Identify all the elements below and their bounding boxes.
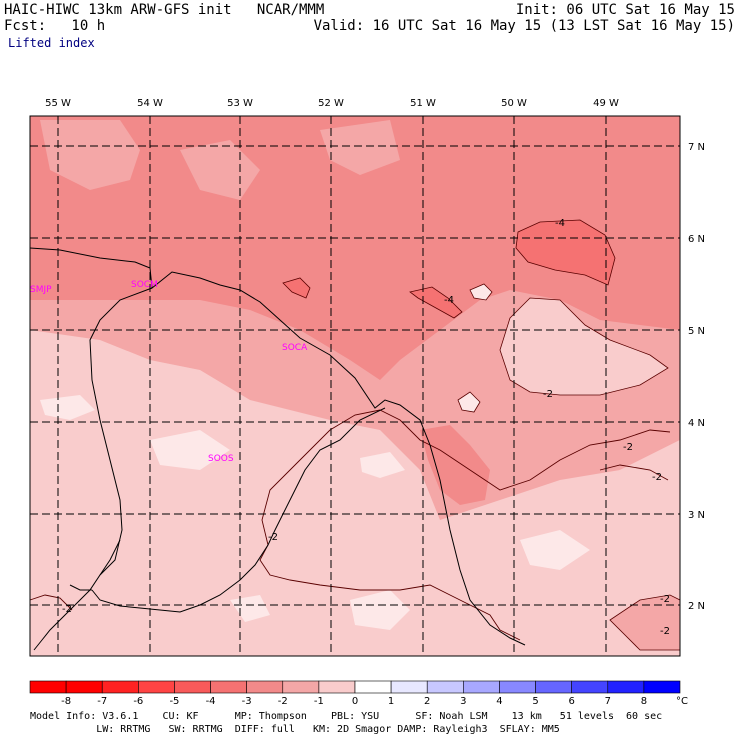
colorbar-tick-label: 6	[568, 696, 574, 707]
colorbar-box	[426, 680, 464, 694]
lat-label: 4 N	[688, 418, 705, 429]
lon-label: 54 W	[137, 98, 163, 109]
colorbar-tick-label: 0	[352, 696, 358, 707]
station-label: SOOS	[208, 454, 234, 464]
lon-label: 51 W	[410, 98, 436, 109]
colorbar-box	[138, 680, 175, 694]
contour-label: -4	[555, 218, 565, 229]
lon-label: 52 W	[318, 98, 344, 109]
lat-lon-grid	[30, 116, 680, 656]
colorbar-box	[282, 680, 320, 694]
colorbar-tick-label: -1	[314, 696, 324, 707]
colorbar: -8 -7 -6 -5 -4 -3 -2 -1 0 1 2 3 4 5 6 7 8	[29, 680, 681, 707]
colorbar-tick-label: 2	[424, 696, 430, 707]
map-frame	[29, 115, 681, 657]
model-title: HAIC-HIWC 13km ARW-GFS init NCAR/MMM	[4, 2, 325, 18]
colorbar-box	[318, 680, 356, 694]
lat-label: 7 N	[688, 142, 705, 153]
longitude-labels: 55 W 54 W 53 W 52 W 51 W 50 W 49 W	[45, 98, 619, 109]
colorbar-box	[499, 680, 536, 694]
colorbar-tick-label: -8	[61, 696, 71, 707]
contour-label: -2	[62, 604, 72, 615]
contour-labels: -4 -4 -2 -2 -2 -2 -2 -2 -2	[62, 218, 670, 637]
colorbar-tick-label: 8	[641, 696, 647, 707]
colorbar-box	[390, 680, 428, 694]
colorbar-tick-label: -7	[97, 696, 107, 707]
lat-label: 3 N	[688, 510, 705, 521]
lat-label: 5 N	[688, 326, 705, 337]
contour-label: -2	[623, 442, 633, 453]
model-info-line1: Model Info: V3.6.1 CU: KF MP: Thompson P…	[30, 711, 663, 722]
lon-label: 49 W	[593, 98, 619, 109]
contour-label: -2	[543, 389, 553, 400]
lat-label: 2 N	[688, 601, 705, 612]
colorbar-tick-label: 1	[388, 696, 394, 707]
colorbar-box	[210, 680, 247, 694]
model-info-line2: LW: RRTMG SW: RRTMG DIFF: full KM: 2D Sm…	[30, 724, 560, 735]
colorbar-tick-label: 5	[532, 696, 538, 707]
colorbar-tick-label: -6	[133, 696, 143, 707]
lon-label: 50 W	[501, 98, 527, 109]
valid-time: Valid: 16 UTC Sat 16 May 15 (13 LST Sat …	[313, 18, 735, 34]
colorbar-box	[65, 680, 103, 694]
colorbar-box	[101, 680, 139, 694]
station-label: SOCA	[282, 343, 308, 353]
colorbar-box	[607, 680, 645, 694]
colorbar-tick-label: -4	[206, 696, 216, 707]
init-time: Init: 06 UTC Sat 16 May 15	[515, 2, 735, 18]
colorbar-tick-label: 4	[496, 696, 502, 707]
colorbar-tick-label: -3	[242, 696, 252, 707]
lon-label: 53 W	[227, 98, 253, 109]
station-label: SOCM	[131, 280, 158, 290]
contour-label: -4	[444, 295, 454, 306]
lifted-index-fill	[30, 116, 681, 656]
colorbar-box	[643, 680, 681, 694]
colorbar-tick-label: 7	[605, 696, 611, 707]
field-name: Lifted index	[8, 36, 95, 50]
colorbar-box	[246, 680, 284, 694]
colorbar-tick-label: 3	[460, 696, 466, 707]
contour-lines	[29, 409, 671, 641]
colorbar-box	[174, 680, 211, 694]
contour-label: -2	[660, 626, 670, 637]
contour-label: -2	[652, 472, 662, 483]
lat-label: 6 N	[688, 234, 705, 245]
latitude-labels: 7 N 6 N 5 N 4 N 3 N 2 N	[688, 142, 705, 612]
lon-label: 55 W	[45, 98, 71, 109]
colorbar-unit: °C	[676, 696, 688, 707]
colorbar-box	[571, 680, 609, 694]
station-labels: SMJP SOCM SOCA SOOS	[30, 280, 308, 464]
colorbar-box	[29, 680, 67, 694]
colorbar-tick-label: -5	[169, 696, 179, 707]
colorbar-box	[354, 680, 392, 694]
colorbar-tick-label: -2	[278, 696, 288, 707]
contour-label: -2	[268, 532, 278, 543]
station-label: SMJP	[30, 285, 52, 295]
contour-label: -2	[660, 594, 670, 605]
colorbar-box	[535, 680, 572, 694]
forecast-hour: Fcst: 10 h	[4, 18, 106, 34]
colorbar-box	[463, 680, 500, 694]
